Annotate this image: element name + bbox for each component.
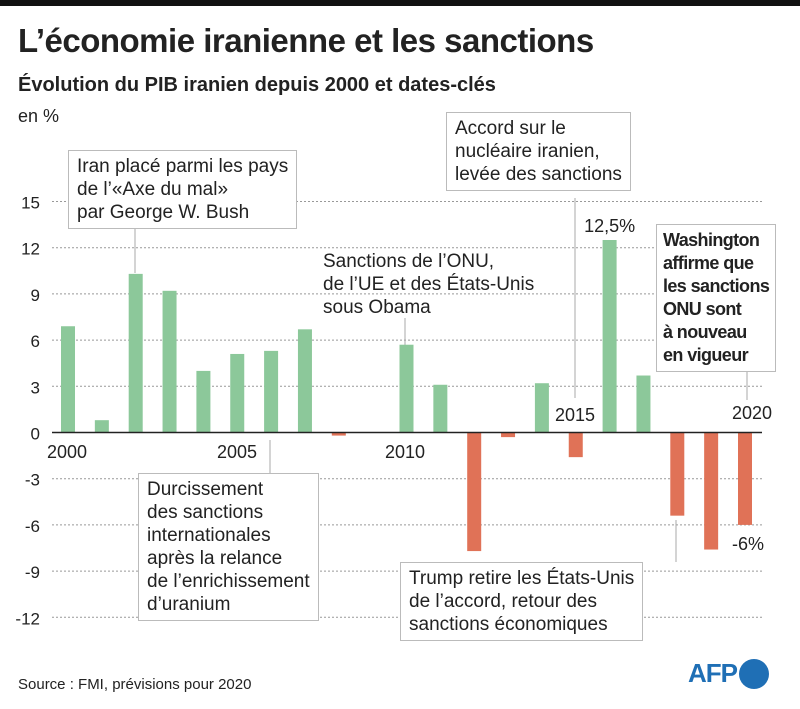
y-tick-label: 3	[31, 378, 40, 397]
x-tick-label-2020: 2020	[732, 403, 772, 423]
bar-2001	[94, 420, 109, 433]
annotation-axis-of-evil: Iran placé parmi les pays de l’«Axe du m…	[68, 150, 298, 229]
bar-2015	[568, 432, 583, 458]
bar-2020	[738, 432, 752, 525]
annotation-trump: Trump retire les États-Unis de l’accord,…	[400, 562, 644, 641]
bar-2003	[162, 290, 177, 433]
x-tick-label-2010: 2010	[385, 442, 425, 462]
y-tick-label: 9	[31, 286, 40, 305]
afp-logo-dot	[739, 658, 769, 689]
afp-logo-text: AFP	[688, 658, 738, 688]
y-tick-label: -9	[25, 563, 40, 582]
annotation-un-sanctions: Sanctions de l’ONU, de l’UE et des États…	[323, 251, 535, 318]
bar-2006	[264, 350, 279, 433]
top-bar	[0, 0, 800, 6]
y-axis-unit: en %	[18, 106, 60, 126]
y-tick-label: 15	[21, 194, 40, 213]
y-tick-label: 12	[21, 240, 40, 259]
x-tick-label-2005: 2005	[217, 442, 257, 462]
bar-2019	[704, 432, 719, 550]
data-label-2020: -6%	[732, 534, 764, 554]
annotation-nuclear-deal: Accord sur le nucléaire iranien, levée d…	[446, 112, 631, 191]
x-tick-label-2000: 2000	[47, 442, 87, 462]
bar-2012	[467, 432, 482, 552]
chart-title: L’économie iranienne et les sanctions	[18, 22, 594, 59]
annotation-tightening: Durcissement des sanctions international…	[138, 473, 319, 621]
bar-2013	[501, 432, 516, 438]
bar-2016	[602, 240, 617, 433]
chart-subtitle: Évolution du PIB iranien depuis 2000 et …	[18, 74, 496, 96]
bar-2005	[230, 353, 245, 433]
bar-2007	[297, 329, 312, 433]
y-tick-label: 6	[31, 332, 40, 351]
bar-2004	[196, 370, 211, 433]
bar-2002	[128, 273, 143, 433]
afp-logo: AFP	[688, 658, 769, 689]
y-tick-label: -3	[25, 471, 40, 490]
bar-2018	[670, 432, 685, 516]
x-tick-label-2015: 2015	[555, 405, 595, 425]
data-label-2016: 12,5%	[584, 216, 635, 236]
bar-2011	[433, 384, 448, 433]
y-tick-label: -12	[15, 609, 40, 628]
source-note: Source : FMI, prévisions pour 2020	[18, 676, 252, 693]
bar-2017	[636, 375, 651, 433]
annotation-washington: Washington affirme que les sanctions ONU…	[656, 224, 777, 372]
y-tick-label: -6	[25, 517, 40, 536]
bar-2008	[331, 432, 346, 436]
bar-2014	[534, 383, 549, 433]
y-tick-label: 0	[31, 425, 40, 444]
bar-2010	[399, 344, 414, 433]
bar-2000	[61, 326, 75, 433]
